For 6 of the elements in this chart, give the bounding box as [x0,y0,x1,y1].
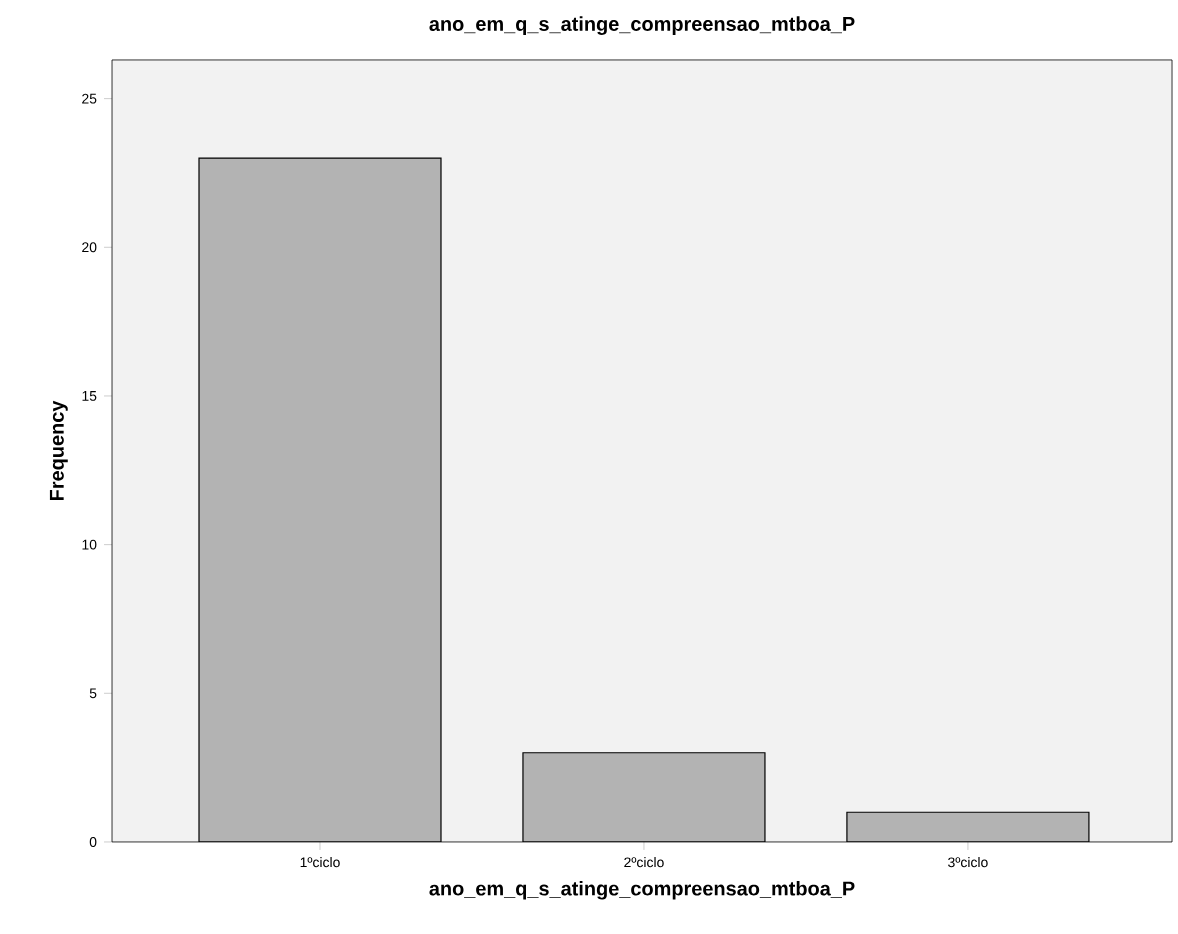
chart-title: ano_em_q_s_atinge_compreensao_mtboa_P [429,16,855,35]
bar [846,811,1090,842]
x-axis-title: ano_em_q_s_atinge_compreensao_mtboa_P [429,880,855,900]
y-axis-title: Frequency [49,400,68,501]
bar [522,752,766,842]
bar [198,157,442,842]
